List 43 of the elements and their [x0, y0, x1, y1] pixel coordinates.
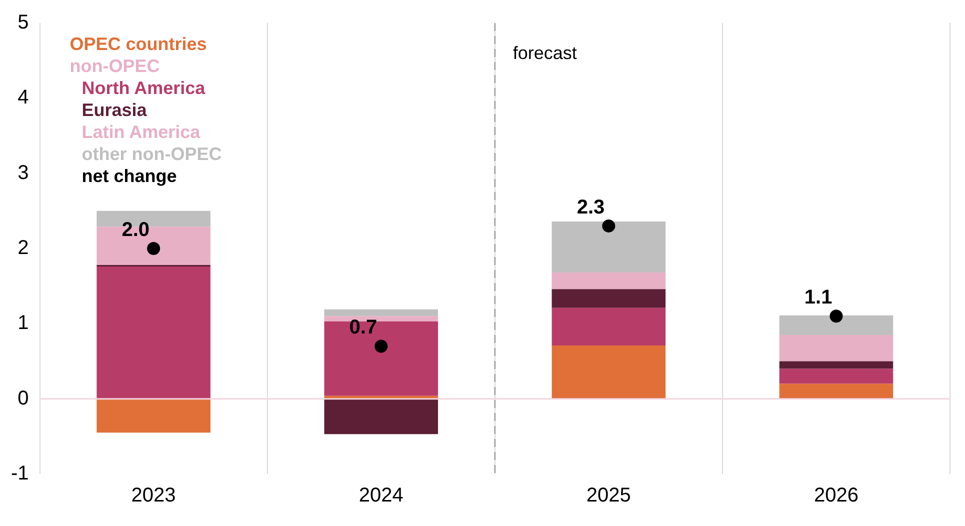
bar: [552, 308, 666, 346]
bar: [779, 334, 894, 362]
x-tick-label: 2026: [814, 484, 858, 507]
point: [374, 340, 388, 353]
bar: [552, 272, 666, 290]
text: Latin America: [80, 121, 202, 143]
y-tick-label: -1: [10, 462, 29, 485]
bar: [324, 398, 438, 434]
y-tick-label: 3: [18, 162, 29, 184]
bar: [324, 321, 438, 396]
x-tick-label: 2023: [131, 484, 176, 507]
bar: [324, 316, 438, 322]
x-tick-label: 2025: [586, 484, 631, 507]
bar: [96, 398, 210, 433]
text: net change: [80, 165, 178, 187]
bar: [779, 361, 894, 369]
point: [147, 242, 160, 255]
data-label: 1.1: [804, 286, 832, 309]
bar: [779, 315, 894, 335]
x-tick-label: 2024: [358, 484, 404, 507]
text: other non-OPEC: [80, 143, 222, 165]
data-label: 2.3: [576, 196, 605, 218]
data-label: 2.0: [122, 219, 150, 242]
bar: [552, 345, 666, 399]
text: OPEC countries: [70, 33, 208, 55]
annotation: non-OPEC: [70, 55, 161, 77]
point: [830, 310, 843, 323]
text: North America: [80, 77, 206, 99]
bar: [96, 266, 210, 399]
bar: [779, 384, 894, 399]
bar: [552, 221, 666, 273]
text: Eurasia: [80, 99, 148, 121]
bar: [324, 309, 438, 316]
y-tick-label: 0: [18, 387, 29, 410]
y-tick-label: 5: [18, 12, 29, 34]
ref-line-label: forecast: [512, 42, 577, 63]
y-tick-label: 1: [18, 312, 29, 334]
y-tick-label: 2: [18, 237, 29, 260]
bar: [779, 368, 894, 384]
data-label: 0.7: [349, 316, 378, 339]
point: [602, 219, 616, 232]
y-tick-label: 4: [18, 86, 29, 109]
bar: [552, 289, 666, 308]
